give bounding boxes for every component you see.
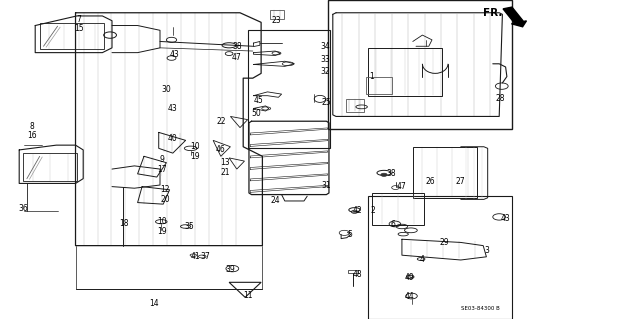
Circle shape [381,173,387,176]
Bar [40,23,104,49]
Bar [328,0,512,129]
Text: 27: 27 [456,177,466,186]
Text: 1: 1 [369,72,374,81]
Bar [368,196,512,319]
Text: 42: 42 [352,206,362,215]
Bar [270,10,284,19]
Text: 17: 17 [157,165,167,174]
Bar [248,30,330,148]
Text: 32: 32 [320,67,330,76]
Text: 50: 50 [251,109,261,118]
Text: 31: 31 [321,181,332,189]
Text: 10: 10 [190,142,200,151]
Text: 45: 45 [253,96,264,105]
Text: 35: 35 [184,222,194,231]
Text: 48: 48 [352,270,362,279]
Text: 33: 33 [320,55,330,63]
Text: 22: 22 [216,117,225,126]
Text: 28: 28 [496,94,505,103]
Text: 26: 26 [425,177,435,186]
Text: 46: 46 [216,145,226,154]
Text: 6: 6 [390,220,396,229]
Text: 47: 47 [232,53,242,62]
Text: 24: 24 [270,197,280,205]
Text: 10: 10 [157,217,167,226]
Text: 37: 37 [200,252,210,261]
Text: 29: 29 [440,238,450,247]
Text: 23: 23 [271,16,282,25]
Text: 11: 11 [244,291,253,300]
Text: 41: 41 [190,252,200,261]
Text: 40: 40 [168,134,178,143]
Text: 14: 14 [148,299,159,308]
Text: 9: 9 [159,155,164,164]
Bar [372,193,424,225]
Text: 7: 7 [76,15,81,24]
Text: 19: 19 [157,227,167,236]
Text: 13: 13 [220,158,230,167]
Text: 38: 38 [232,42,242,51]
Text: 43: 43 [500,214,511,223]
Bar [413,147,477,198]
Text: 43: 43 [170,50,180,59]
Text: 43: 43 [168,104,178,113]
Text: 2: 2 [370,206,375,215]
Text: 21: 21 [221,168,230,177]
Text: 30: 30 [161,85,172,94]
Text: FR.: FR. [483,8,502,18]
Bar [366,77,392,94]
Text: 19: 19 [190,152,200,161]
Text: 47: 47 [397,182,407,191]
Text: 15: 15 [74,24,84,33]
Text: 5: 5 [347,230,352,239]
Text: 18: 18 [119,219,128,228]
Text: 36: 36 [19,204,29,213]
Text: 44: 44 [404,292,415,301]
Bar [23,153,77,181]
Text: 3: 3 [484,246,489,255]
Text: 38: 38 [387,169,397,178]
Text: 25: 25 [321,98,332,107]
Text: 8: 8 [29,122,35,130]
Bar [346,99,364,112]
Text: 20: 20 [160,195,170,204]
Bar [368,48,442,96]
Text: 39: 39 [225,265,236,274]
Text: 49: 49 [404,273,415,282]
Text: 4: 4 [420,256,425,264]
FancyArrow shape [503,7,527,27]
Text: SE03-84300 B: SE03-84300 B [461,306,500,311]
Text: 16: 16 [27,131,37,140]
Bar [348,270,358,273]
Text: 34: 34 [320,42,330,51]
Text: 12: 12 [161,185,170,194]
